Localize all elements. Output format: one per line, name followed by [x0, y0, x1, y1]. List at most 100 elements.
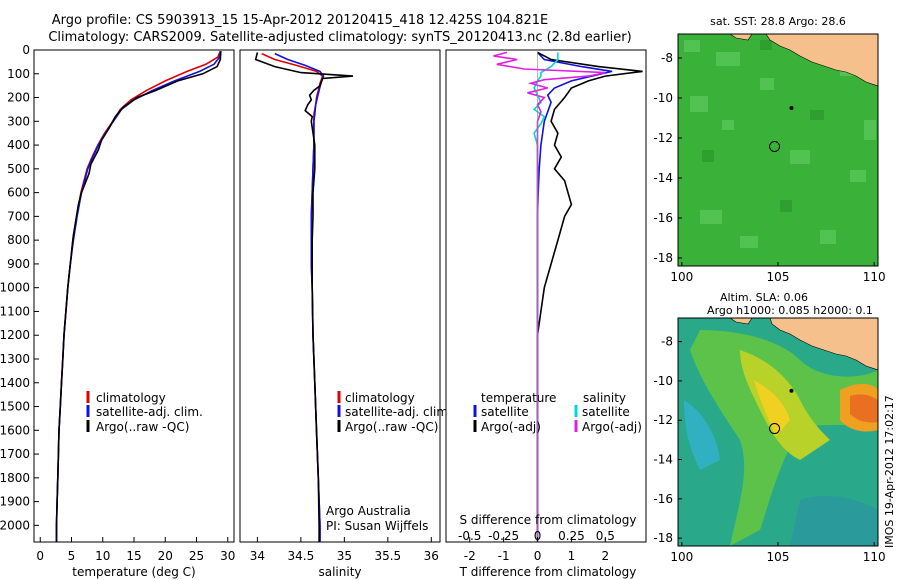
sla_map-ytick-label: -8 [661, 335, 673, 349]
temperature-xtick-label: 30 [220, 549, 235, 563]
legend-label-argo: Argo(..raw -QC) [96, 420, 189, 434]
salinity-xtick-label: 35.5 [374, 549, 401, 563]
temperature-plot-frame [33, 49, 235, 543]
sla-map-field [678, 317, 878, 546]
legend-label-satellite: satellite-adj. clim. [96, 405, 203, 419]
temperature-ytick-label: 2000 [0, 518, 30, 532]
temperature-series-2 [55, 51, 222, 542]
sla-map-title: Altim. SLA: 0.06 [720, 291, 808, 304]
sst_map-ytick-label: -16 [653, 211, 673, 225]
temperature-ytick-label: 1100 [0, 304, 30, 318]
sst-map-panel: sat. SST: 28.8 Argo: 28.6 100 105 110 -8 -1… [653, 15, 885, 284]
difference-xtick-label: 2 [602, 549, 610, 563]
sst_map-ytick-label: -10 [653, 91, 673, 105]
salinity-legend: climatology satellite-adj. clim. Argo(..… [337, 391, 452, 434]
temperature-xtick-label: 0 [36, 549, 44, 563]
salinity-plot-frame [239, 49, 441, 543]
sla-map-subtitle: Argo h1000: 0.085 h2000: 0.1 [707, 304, 873, 317]
temperature-xlabel: temperature (deg C) [72, 565, 195, 579]
difference-plot-frame [445, 49, 647, 543]
difference-panel: -2 -1 0 1 2 -0.5 -0.25 0 0.25 0.5 S difference f… [445, 49, 647, 579]
sla_map-ytick-label: -18 [653, 531, 673, 545]
sla_map-ytick-label: -10 [653, 374, 673, 388]
temperature-ytick-label: 400 [7, 138, 30, 152]
temperature-xtick-label: 5 [68, 549, 76, 563]
temperature-ytick-label: 1300 [0, 352, 30, 366]
figure-title-line1: Argo profile: CS 5903913_15 15-Apr-2012 … [52, 13, 548, 28]
temperature-ytick-label: 1500 [0, 400, 30, 414]
temperature-xtick-label: 20 [158, 549, 173, 563]
sla-map-dot [789, 388, 794, 393]
difference-xtick-label: 0 [534, 549, 542, 563]
legend-title-salinity: salinity [583, 391, 626, 405]
sst-map-title: sat. SST: 28.8 Argo: 28.6 [710, 15, 846, 28]
sla-map-land [769, 317, 878, 371]
sst-map-land [765, 34, 878, 87]
legend-label-t-satellite: satellite [481, 405, 529, 419]
temperature-ytick-label: 900 [7, 257, 30, 271]
sla-map-panel: Altim. SLA: 0.06 Argo h1000: 0.085 h2000… [653, 291, 885, 564]
temperature-ytick-label: 1200 [0, 328, 30, 342]
sst-map-argo-marker [769, 141, 781, 152]
difference-s-tick-label: -0.25 [488, 529, 519, 543]
temperature-ytick-label: 800 [7, 233, 30, 247]
salinity-xtick-label: 34.5 [288, 549, 315, 563]
temperature-ytick-label: 1800 [0, 471, 30, 485]
legend-label-climatology: climatology [96, 391, 166, 405]
temperature-ytick-label: 1700 [0, 447, 30, 461]
salinity-xtick-label: 36 [424, 549, 439, 563]
temperature-ytick-label: 200 [7, 91, 30, 105]
salinity-annotation-institution: Argo Australia [326, 504, 411, 518]
imos-side-stamp: IMOS 19-Apr-2012 17:02:17 [883, 395, 896, 548]
sst_map-ytick-label: -14 [653, 171, 673, 185]
temperature-ytick-label: 600 [7, 186, 30, 200]
difference-s-tick-label: 0 [534, 529, 542, 543]
legend-label-climatology: climatology [345, 391, 415, 405]
difference-series-1 [536, 51, 643, 542]
sla_map-ytick-label: -12 [653, 413, 673, 427]
difference-s-tick-label: 0.5 [596, 529, 615, 543]
temperature-ytick-label: 100 [7, 67, 30, 81]
sst_map-xtick-label: 100 [670, 270, 693, 284]
sst_map-ytick-label: -12 [653, 131, 673, 145]
salinity-annotation-pi: PI: Susan Wijffels [326, 519, 428, 533]
sst_map-ytick-label: -18 [653, 251, 673, 265]
sla-map-argo-marker [769, 423, 781, 435]
salinity-panel: 34 34.5 35 35.5 36 salinity climatology sate… [239, 49, 452, 579]
salinity-xtick-label: 34 [250, 549, 265, 563]
temperature-xtick-label: 25 [189, 549, 204, 563]
sla_map-xtick-label: 100 [670, 550, 693, 564]
temperature-ytick-label: 1900 [0, 495, 30, 509]
temperature-ytick-label: 1600 [0, 423, 30, 437]
temperature-legend: climatology satellite-adj. clim. Argo(..… [86, 391, 203, 434]
sst-map-dot [789, 106, 794, 110]
difference-s-tick-label: -0.5 [458, 529, 481, 543]
sst_map-xtick-label: 105 [767, 270, 790, 284]
difference-legend: temperature salinity satellite Argo(-adj… [473, 391, 642, 434]
figure-title-line2: Climatology: CARS2009. Satellite-adjuste… [48, 30, 631, 45]
temperature-ytick-label: 700 [7, 209, 30, 223]
legend-label-s-argo: Argo(-adj) [582, 420, 642, 434]
difference-s-tick-label: 0.25 [558, 529, 585, 543]
temperature-ytick-label: 0 [22, 43, 30, 57]
difference-t-xlabel: T difference from climatology [459, 565, 637, 579]
legend-label-argo: Argo(..raw -QC) [345, 420, 438, 434]
temperature-ytick-label: 300 [7, 114, 30, 128]
legend-title-temperature: temperature [481, 391, 556, 405]
sla_map-ytick-label: -16 [653, 492, 673, 506]
difference-xtick-label: -1 [498, 549, 510, 563]
salinity-xtick-label: 35 [337, 549, 352, 563]
salinity-xlabel: salinity [318, 565, 361, 579]
sst_map-xtick-label: 110 [863, 270, 886, 284]
difference-xtick-label: 1 [568, 549, 576, 563]
temperature-ytick-label: 1000 [0, 281, 30, 295]
sla_map-xtick-label: 105 [767, 550, 790, 564]
temperature-panel: 0 5 10 15 20 25 30 0 100 200 300 400 500 600 700 800 90… [0, 43, 235, 579]
sla_map-ytick-label: -14 [653, 453, 673, 467]
legend-label-t-argo: Argo(-adj) [481, 420, 541, 434]
temperature-xtick-label: 15 [126, 549, 141, 563]
difference-series-0 [536, 51, 613, 542]
salinity-series-2 [254, 52, 354, 542]
sst_map-ytick-label: -8 [661, 51, 673, 65]
